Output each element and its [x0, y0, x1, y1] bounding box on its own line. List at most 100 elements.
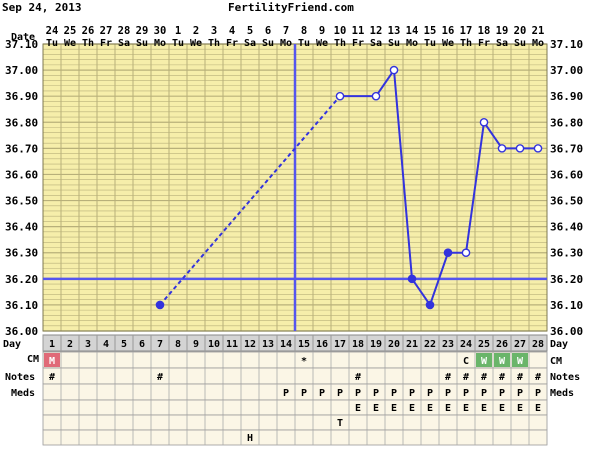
- y-tick-label-left: 36.00: [5, 325, 38, 338]
- weekday-label: Fr: [352, 38, 364, 49]
- date-number-label: 21: [532, 25, 545, 37]
- weekday-label: We: [64, 38, 76, 49]
- y-tick-label-right: 36.80: [550, 116, 583, 129]
- date-number-label: 26: [82, 25, 95, 37]
- temp-line-segment: [465, 122, 485, 253]
- y-tick-label-right: 37.10: [550, 38, 583, 51]
- temp-point-filled: [407, 274, 417, 284]
- date-number-label: 28: [118, 25, 131, 37]
- cm-cell-value: W: [499, 356, 506, 367]
- weekday-label: Tu: [172, 38, 184, 49]
- weekday-label: Fr: [100, 38, 112, 49]
- notes-cell-value: #: [499, 372, 505, 383]
- cycle-day-label: 1: [49, 339, 55, 350]
- cycle-day-label: 21: [406, 339, 418, 350]
- meds-cell-2-value: E: [409, 403, 415, 414]
- y-tick-label-right: 36.30: [550, 247, 583, 260]
- notes-cell-value: #: [49, 372, 55, 383]
- weekday-label: Tu: [424, 38, 436, 49]
- date-number-label: 27: [100, 25, 113, 37]
- site-name[interactable]: FertilityFriend.com: [228, 1, 354, 14]
- cm-cell-fill: [494, 353, 510, 367]
- notes-label-right: Notes: [550, 372, 580, 383]
- y-tick-label-left: 36.70: [5, 142, 38, 155]
- y-tick-label-left: 36.30: [5, 247, 38, 260]
- weekday-label: Su: [388, 38, 400, 49]
- y-tick-label-left: 36.20: [5, 273, 38, 286]
- date-number-label: 2: [193, 25, 199, 37]
- cycle-day-label: 6: [139, 339, 145, 350]
- cycle-day-label: 9: [193, 339, 199, 350]
- cycle-day-label: 11: [226, 339, 238, 350]
- notes-cell-value: #: [535, 372, 541, 383]
- weekday-label: Mo: [280, 38, 292, 49]
- meds-cell-value: P: [373, 388, 379, 399]
- extra-cell-value: T: [337, 418, 343, 429]
- temp-point-filled: [425, 300, 435, 310]
- cycle-day-label: 26: [496, 339, 508, 350]
- y-tick-label-left: 36.80: [5, 116, 38, 129]
- weekday-label: Su: [136, 38, 148, 49]
- weekday-label: We: [316, 38, 328, 49]
- weekday-label: Th: [334, 38, 346, 49]
- cycle-day-label: 8: [175, 339, 181, 350]
- weekday-label: Tu: [298, 38, 310, 49]
- y-tick-label-right: 36.20: [550, 273, 583, 286]
- y-tick-label-left: 36.90: [5, 90, 38, 103]
- meds-label-right: Meds: [550, 388, 574, 399]
- notes-cell-value: #: [445, 372, 451, 383]
- meds-label-left: Meds: [11, 388, 35, 399]
- meds-cell-value: P: [283, 388, 289, 399]
- date-number-label: 18: [478, 25, 491, 37]
- date-number-label: 1: [175, 25, 181, 37]
- y-tick-label-left: 36.50: [5, 195, 38, 208]
- weekday-label: We: [442, 38, 454, 49]
- weekday-label: Mo: [532, 38, 544, 49]
- y-tick-label-right: 36.60: [550, 168, 583, 181]
- weekday-label: Sa: [370, 38, 382, 49]
- notes-cell-value: #: [517, 372, 523, 383]
- cm-cell-value: *: [301, 356, 307, 367]
- date-number-label: 24: [46, 25, 59, 37]
- cycle-day-label: 17: [334, 339, 346, 350]
- weekday-label: Sa: [496, 38, 508, 49]
- temp-line-segment: [411, 278, 431, 306]
- meds-cell-2-value: E: [427, 403, 433, 414]
- extra-cell-2-value: H: [247, 433, 253, 444]
- weekday-label: Su: [514, 38, 526, 49]
- y-tick-label-right: 36.10: [550, 299, 583, 312]
- date-number-label: 15: [424, 25, 437, 37]
- meds-cell-value: P: [301, 388, 307, 399]
- date-number-label: 3: [211, 25, 217, 37]
- date-number-label: 8: [301, 25, 307, 37]
- temp-line-segment: [393, 70, 413, 279]
- cycle-day-label: 22: [424, 339, 436, 350]
- cycle-day-label: 3: [85, 339, 91, 350]
- day-label-left: Day: [3, 339, 21, 350]
- notes-cell-value: #: [463, 372, 469, 383]
- cycle-day-label: 20: [388, 339, 400, 350]
- meds-cell-value: P: [337, 388, 343, 399]
- meds-cell-value: P: [517, 388, 523, 399]
- temp-point-open: [371, 91, 381, 101]
- meds-cell-2-value: E: [535, 403, 541, 414]
- date-number-label: 6: [265, 25, 271, 37]
- cm-cell-fill: [44, 353, 60, 367]
- date-number-label: 11: [352, 25, 365, 37]
- weekday-label: Sa: [244, 38, 256, 49]
- temp-point-open: [479, 117, 489, 127]
- weekday-label: Mo: [406, 38, 418, 49]
- y-tick-label-left: 37.00: [5, 64, 38, 77]
- y-tick-label-left: 36.10: [5, 299, 38, 312]
- temp-point-open: [389, 65, 399, 75]
- date-number-label: 5: [247, 25, 253, 37]
- cycle-day-label: 2: [67, 339, 73, 350]
- y-tick-label-right: 36.70: [550, 142, 583, 155]
- meds-cell-value: P: [463, 388, 469, 399]
- weekday-label: Th: [208, 38, 220, 49]
- meds-cell-value: P: [481, 388, 487, 399]
- weekday-label: Su: [262, 38, 274, 49]
- date-number-label: 7: [283, 25, 289, 37]
- date-number-label: 30: [154, 25, 167, 37]
